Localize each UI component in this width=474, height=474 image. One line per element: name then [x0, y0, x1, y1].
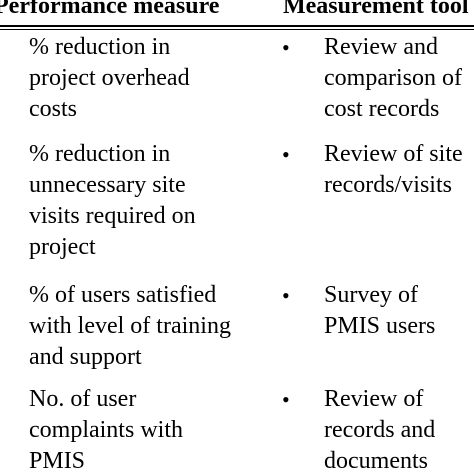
bullet-icon: •: [282, 142, 290, 167]
performance-measure-cell: No. of user complaints with PMIS: [29, 386, 183, 474]
performance-measure-cell: % reduction in project overhead costs: [29, 34, 190, 122]
header-rule-bottom: [0, 29, 474, 30]
measurement-tool-cell: Survey of PMIS users: [324, 282, 436, 339]
performance-measure-cell: % of users satisfied with level of train…: [29, 282, 231, 370]
header-performance-measure: Performance measure: [0, 0, 220, 19]
bullet-icon: •: [282, 35, 290, 60]
header-measurement-tool: Measurement tool: [283, 0, 469, 19]
measurement-tool-cell: Review of site records/visits: [324, 141, 463, 198]
measurement-tool-cell: Review and comparison of cost records: [324, 34, 462, 122]
measurement-tool-cell: Review of records and documents: [324, 386, 436, 474]
bullet-icon: •: [282, 387, 290, 412]
header-rule-top: [0, 25, 474, 27]
performance-measure-cell: % reduction in unnecessary site visits r…: [29, 141, 196, 260]
bullet-icon: •: [282, 283, 290, 308]
